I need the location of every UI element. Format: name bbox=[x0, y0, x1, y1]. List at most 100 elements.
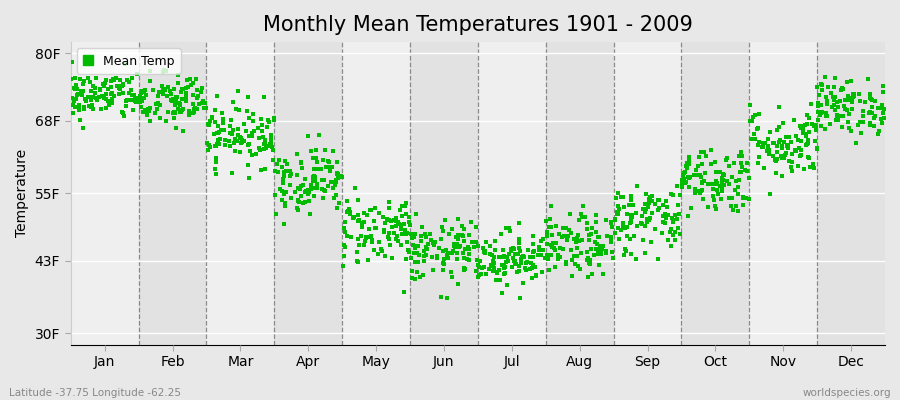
Point bbox=[788, 147, 803, 153]
Point bbox=[133, 96, 148, 103]
Point bbox=[418, 230, 432, 237]
Point bbox=[86, 106, 100, 112]
Point bbox=[550, 256, 564, 262]
Point bbox=[302, 190, 316, 197]
Point bbox=[338, 219, 352, 226]
Point bbox=[469, 268, 483, 274]
Point bbox=[681, 154, 696, 161]
Point bbox=[775, 153, 789, 160]
Point bbox=[438, 247, 453, 253]
Point bbox=[172, 100, 186, 106]
Point bbox=[149, 106, 164, 112]
Bar bbox=[817, 42, 885, 344]
Point bbox=[359, 234, 374, 240]
Point bbox=[526, 254, 541, 260]
Point bbox=[216, 116, 230, 122]
Point bbox=[151, 89, 166, 95]
Point bbox=[672, 230, 687, 237]
Point bbox=[722, 195, 736, 202]
Point bbox=[716, 188, 730, 194]
Point bbox=[298, 176, 312, 182]
Point bbox=[268, 211, 283, 218]
Point bbox=[217, 127, 231, 134]
Point bbox=[507, 254, 521, 261]
Point bbox=[143, 68, 157, 74]
Point bbox=[617, 246, 632, 252]
Point bbox=[734, 160, 748, 166]
Point bbox=[715, 176, 729, 182]
Point bbox=[614, 227, 628, 234]
Point bbox=[513, 295, 527, 302]
Point bbox=[175, 86, 189, 92]
Point bbox=[663, 226, 678, 232]
Point bbox=[202, 118, 217, 124]
Point bbox=[418, 253, 432, 259]
Point bbox=[406, 242, 420, 248]
Point bbox=[498, 270, 512, 276]
Point bbox=[417, 258, 431, 264]
Point bbox=[351, 259, 365, 265]
Point bbox=[732, 152, 746, 159]
Point bbox=[451, 236, 465, 242]
Point bbox=[409, 259, 423, 265]
Point bbox=[874, 116, 888, 122]
Point bbox=[230, 88, 245, 94]
Point bbox=[80, 94, 94, 100]
Point bbox=[394, 213, 409, 220]
Point bbox=[867, 122, 881, 129]
Point bbox=[384, 224, 399, 230]
Point bbox=[455, 222, 470, 229]
Point bbox=[778, 151, 793, 158]
Point bbox=[116, 81, 130, 88]
Point bbox=[291, 197, 305, 204]
Point bbox=[713, 182, 727, 189]
Point bbox=[570, 245, 584, 252]
Text: worldspecies.org: worldspecies.org bbox=[803, 388, 891, 398]
Point bbox=[441, 254, 455, 261]
Point bbox=[742, 118, 757, 124]
Point bbox=[830, 112, 844, 119]
Point bbox=[186, 106, 201, 112]
Point bbox=[283, 168, 297, 174]
Point bbox=[347, 184, 362, 191]
Point bbox=[436, 261, 451, 267]
Point bbox=[722, 162, 736, 169]
Point bbox=[598, 248, 613, 254]
Point bbox=[546, 240, 561, 246]
Point bbox=[442, 230, 456, 237]
Point bbox=[456, 267, 471, 273]
Point bbox=[805, 121, 819, 127]
Point bbox=[330, 171, 345, 177]
Point bbox=[307, 166, 321, 172]
Point bbox=[655, 213, 670, 219]
Point bbox=[438, 216, 453, 223]
Point bbox=[780, 143, 795, 149]
Point bbox=[106, 76, 121, 82]
Point bbox=[734, 153, 749, 159]
Point bbox=[264, 136, 278, 142]
Point bbox=[531, 252, 545, 258]
Point bbox=[690, 171, 705, 178]
Point bbox=[801, 154, 815, 160]
Point bbox=[784, 164, 798, 171]
Point bbox=[756, 140, 770, 146]
Point bbox=[185, 92, 200, 98]
Point bbox=[128, 95, 142, 102]
Point bbox=[711, 191, 725, 198]
Point bbox=[301, 186, 315, 193]
Point bbox=[352, 242, 366, 248]
Point bbox=[506, 245, 520, 251]
Point bbox=[316, 194, 330, 201]
Point bbox=[845, 106, 859, 112]
Point bbox=[171, 72, 185, 78]
Point bbox=[207, 166, 221, 172]
Point bbox=[295, 164, 310, 171]
Point bbox=[208, 143, 222, 149]
Point bbox=[72, 102, 86, 108]
Point bbox=[79, 98, 94, 104]
Point bbox=[125, 75, 140, 82]
Point bbox=[98, 80, 112, 86]
Point bbox=[123, 87, 138, 93]
Point bbox=[819, 94, 833, 100]
Point bbox=[651, 197, 665, 203]
